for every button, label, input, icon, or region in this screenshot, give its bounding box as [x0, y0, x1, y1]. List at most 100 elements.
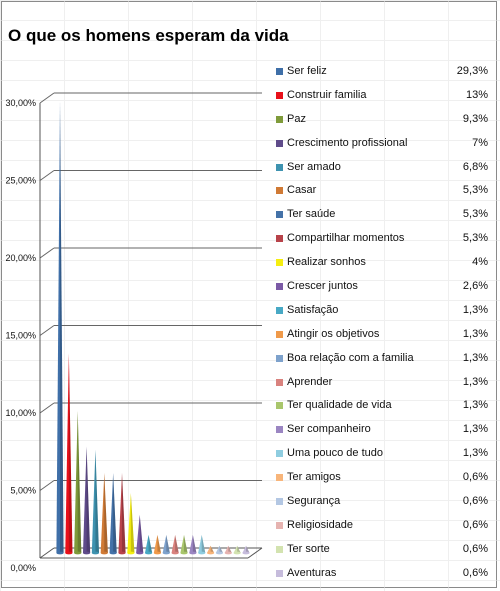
- y-axis-ticks: 0,00% 5,00% 10,00% 15,00% 20,00% 25,00% 30,00%: [5, 98, 36, 573]
- legend-swatch: [276, 91, 283, 99]
- cone-shade: [86, 446, 91, 553]
- cone-bar: [144, 534, 153, 553]
- bar-9: [127, 493, 135, 555]
- legend-swatch: [276, 211, 283, 219]
- legend-label: Aprender: [287, 375, 333, 388]
- legend-label: Religiosidade: [287, 518, 354, 531]
- bar-20: [224, 545, 232, 555]
- bar-10: [136, 514, 144, 555]
- cone-bar: [180, 534, 188, 553]
- legend-swatch: [276, 402, 283, 410]
- legend-label: Ser amado: [287, 160, 341, 173]
- cone-shade: [139, 514, 144, 553]
- legend-item: Ser amado 6,8%: [270, 156, 492, 180]
- legend-value: 5,3%: [462, 232, 488, 245]
- legend-item: Ter qualidade de vida 1,3%: [270, 394, 492, 418]
- cone-shade: [157, 534, 162, 553]
- bar-11: [144, 534, 153, 555]
- cone-shade: [95, 449, 100, 553]
- legend-value: 4%: [472, 256, 488, 269]
- cone-shade: [175, 534, 179, 553]
- cone-shade: [237, 545, 241, 553]
- legend-item: Segurança 0,6%: [270, 490, 492, 514]
- bar-14: [171, 534, 179, 555]
- legend-value: 5,3%: [462, 184, 488, 197]
- legend-swatch: [276, 235, 283, 243]
- legend-label: Construir familia: [287, 88, 367, 101]
- cone-shade: [122, 472, 126, 553]
- legend-item: Construir familia 13%: [270, 84, 492, 108]
- legend-value: 1,3%: [462, 375, 488, 388]
- cone-base: [127, 551, 135, 555]
- cone-shade: [148, 534, 153, 553]
- cone-base: [206, 551, 215, 555]
- chart-walls: [39, 103, 263, 559]
- legend-value: 0,6%: [462, 495, 488, 508]
- bar-16: [189, 534, 197, 555]
- legend-value: 2,6%: [462, 280, 488, 293]
- bar-5: [91, 449, 100, 555]
- gridline-depth: [39, 247, 55, 259]
- legend-item: Aventuras 0,6%: [270, 562, 492, 586]
- chart-bars: [56, 100, 250, 555]
- gridline-depth: [39, 170, 55, 181]
- bar-4: [82, 446, 91, 555]
- cone-shade: [166, 534, 170, 553]
- chart-title: O que os homens esperam da vida: [8, 26, 289, 45]
- cone-shade: [219, 545, 224, 553]
- bar-13: [162, 534, 170, 555]
- legend-item: Ser feliz 29,3%: [270, 60, 492, 84]
- legend-value: 0,6%: [462, 471, 488, 484]
- cone-bar: [242, 545, 250, 553]
- cone-bar: [82, 446, 91, 553]
- cone-bar: [233, 545, 241, 553]
- bar-8: [118, 472, 126, 555]
- bar-2: [65, 353, 73, 555]
- legend-label: Crescimento profissional: [287, 136, 408, 149]
- legend-item: Boa relação com a familia 1,3%: [270, 347, 492, 371]
- legend-item: Ser companheiro 1,3%: [270, 418, 492, 442]
- legend-swatch: [276, 187, 283, 195]
- gridline-depth: [39, 480, 55, 491]
- cone-base: [109, 551, 117, 555]
- legend-item: Crescimento profissional 7%: [270, 132, 492, 156]
- legend-swatch: [276, 115, 283, 123]
- legend-swatch: [276, 354, 283, 362]
- legend-label: Ter amigos: [287, 471, 341, 484]
- legend-swatch: [276, 545, 283, 553]
- legend-label: Boa relação com a familia: [287, 351, 414, 364]
- cone-shade: [246, 545, 250, 553]
- legend-swatch: [276, 68, 283, 75]
- legend-swatch: [276, 521, 283, 529]
- cone-shade: [210, 545, 215, 553]
- y-tick-label: 20,00%: [5, 253, 36, 263]
- legend-value: 6,8%: [462, 160, 488, 173]
- bar-17: [198, 534, 206, 555]
- cone-bar: [198, 534, 206, 553]
- legend-swatch: [276, 330, 283, 338]
- cone-base: [91, 551, 100, 555]
- legend-label: Compartilhar momentos: [287, 232, 405, 245]
- cone-shade: [60, 100, 64, 553]
- gridline-depth: [39, 325, 55, 336]
- legend-value: 0,6%: [462, 566, 488, 579]
- legend-label: Ter sorte: [287, 542, 330, 555]
- gridline-depth: [39, 402, 55, 414]
- cone-base: [144, 551, 153, 555]
- cone-shade: [68, 353, 73, 553]
- bar-3: [74, 410, 82, 555]
- legend-item: Crescer juntos 2,6%: [270, 275, 492, 299]
- legend-value: 1,3%: [462, 447, 488, 460]
- cone-base: [215, 551, 224, 555]
- cone-shade: [77, 410, 82, 553]
- cone-bar: [74, 410, 82, 553]
- legend-item: Ter sorte 0,6%: [270, 538, 492, 562]
- cone-shade: [201, 534, 206, 553]
- cone-bar: [56, 100, 64, 553]
- cone-base: [171, 551, 179, 555]
- legend-swatch: [276, 139, 283, 147]
- cone-base: [118, 551, 126, 555]
- legend-label: Uma pouco de tudo: [287, 447, 384, 460]
- legend-label: Segurança: [287, 495, 341, 508]
